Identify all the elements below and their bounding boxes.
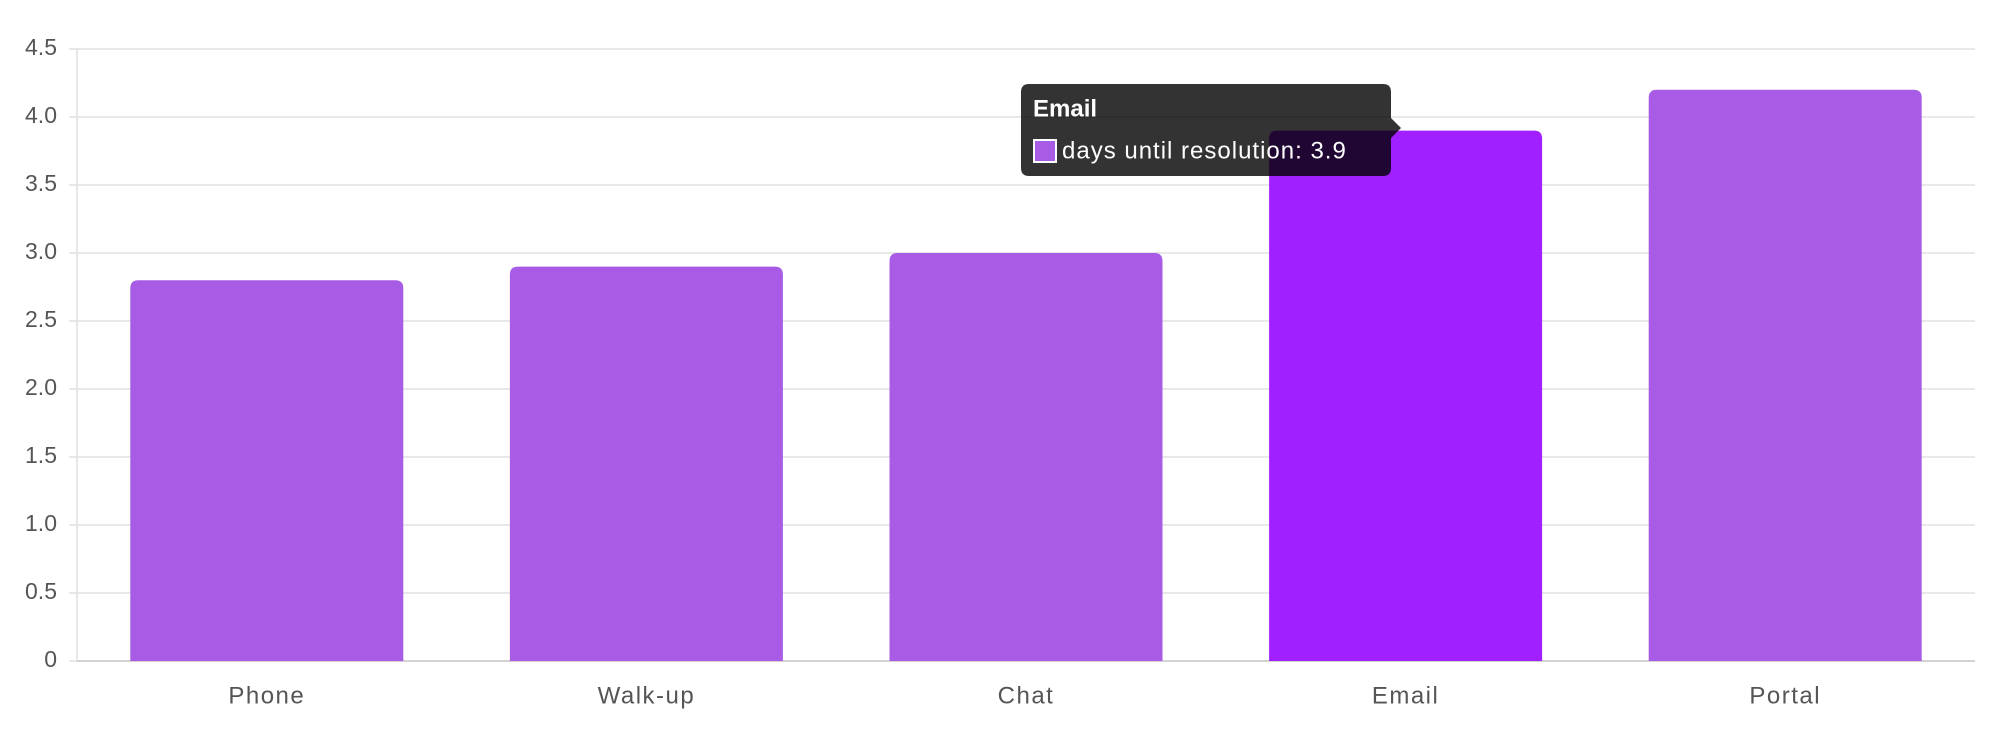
x-tick-label: Walk-up — [598, 682, 696, 709]
y-tick-label: 1.5 — [25, 442, 57, 468]
y-tick-label: 0.5 — [25, 578, 57, 604]
y-tick-label: 3.0 — [25, 238, 57, 264]
x-tick-label: Phone — [228, 682, 305, 709]
bar[interactable] — [130, 280, 404, 661]
x-tick-label: Email — [1372, 682, 1440, 709]
x-tick-label: Portal — [1749, 682, 1821, 709]
bar[interactable] — [509, 266, 783, 661]
x-tick-label: Chat — [998, 682, 1055, 709]
bar[interactable] — [889, 253, 1163, 661]
y-tick-label: 2.0 — [25, 374, 57, 400]
tooltip-swatch — [1033, 139, 1057, 163]
y-tick-label: 3.5 — [25, 170, 57, 196]
bar[interactable] — [1648, 89, 1922, 662]
bar[interactable] — [1269, 130, 1543, 662]
y-tick-label: 0 — [44, 646, 57, 672]
y-tick-label: 2.5 — [25, 306, 57, 332]
tooltip-title: Email — [1033, 95, 1097, 122]
y-tick-label: 4.5 — [25, 34, 57, 60]
y-tick-label: 4.0 — [25, 102, 57, 128]
tooltip: Email days until resolution: 3.9 — [1021, 84, 1401, 176]
y-tick-label: 1.0 — [25, 510, 57, 536]
tooltip-box — [1021, 84, 1401, 176]
tooltip-text: days until resolution: 3.9 — [1062, 137, 1347, 164]
